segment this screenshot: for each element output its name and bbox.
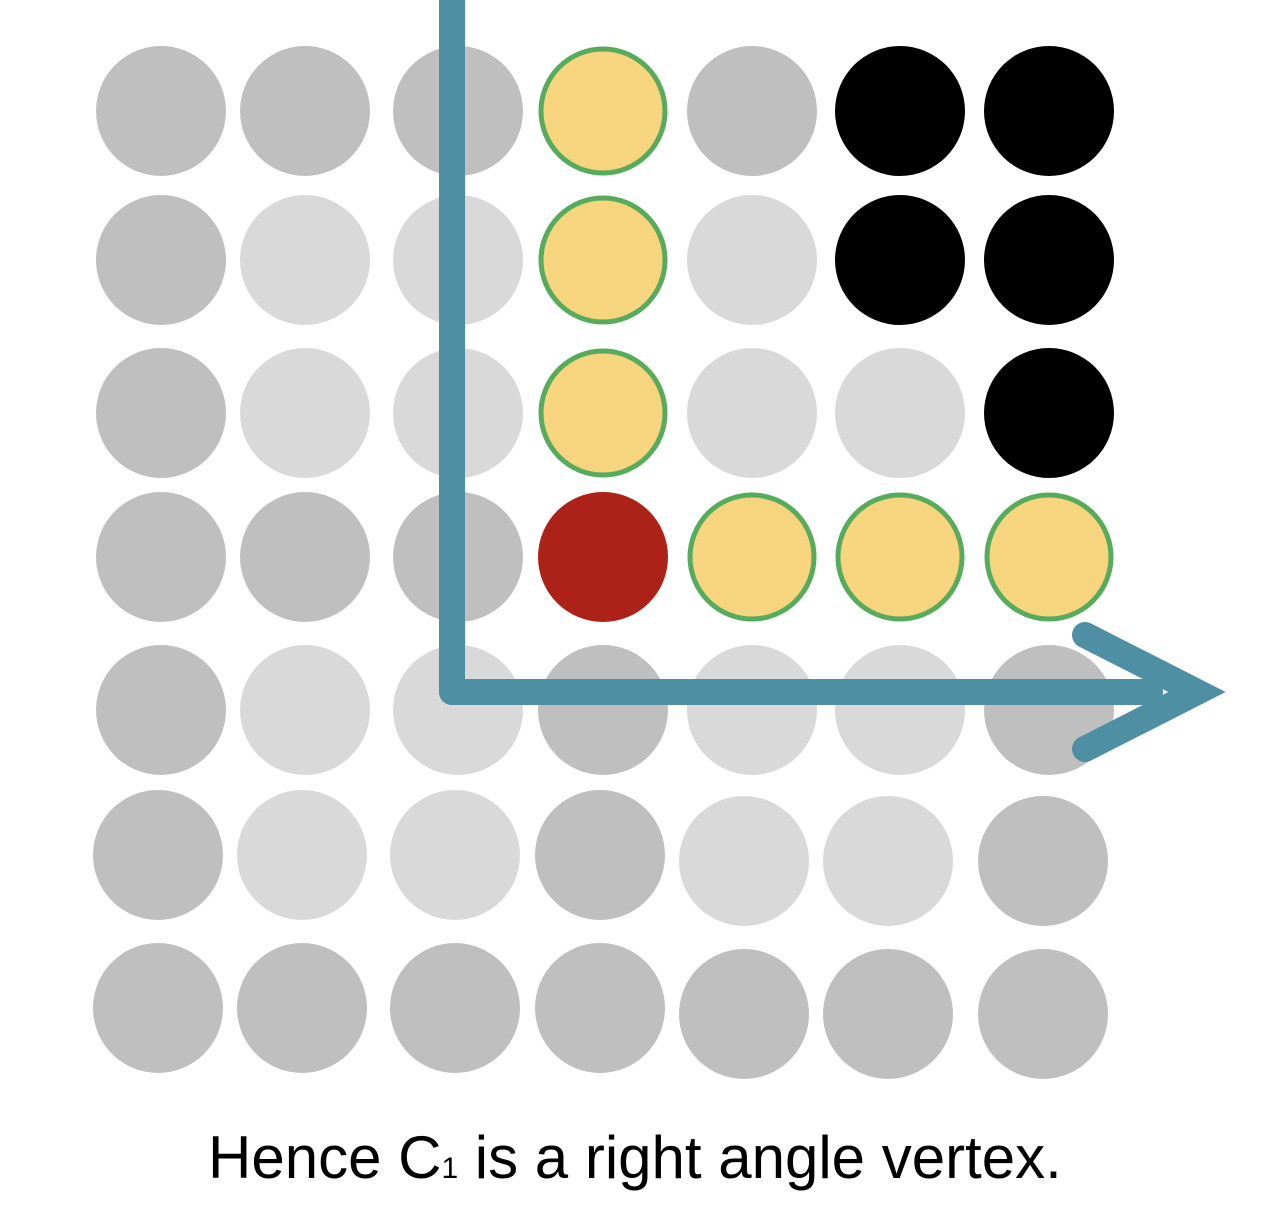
dot-light-grey-r6-c2 [237, 790, 367, 920]
dot-black-r1-c7 [984, 46, 1114, 176]
dot-dark-grey-r7-c1 [93, 943, 223, 1073]
dot-dark-grey-r4-c2 [240, 492, 370, 622]
dot-dark-grey-r5-c4 [538, 645, 668, 775]
dot-light-grey-r6-c6 [823, 796, 953, 926]
dot-yellow-r1-c4 [541, 49, 665, 173]
dot-light-grey-r3-c5 [687, 348, 817, 478]
dot-dark-grey-r4-c1 [96, 492, 226, 622]
dot-dark-grey-r1-c5 [687, 46, 817, 176]
dot-dark-grey-r6-c7 [978, 796, 1108, 926]
dot-light-grey-r5-c6 [835, 645, 965, 775]
dot-yellow-r2-c4 [541, 198, 665, 322]
dot-light-grey-r2-c5 [687, 195, 817, 325]
dot-dark-grey-r1-c2 [240, 46, 370, 176]
caption-suffix: is a right angle vertex. [458, 1124, 1062, 1191]
dot-light-grey-r5-c5 [687, 645, 817, 775]
dot-black-r3-c7 [984, 348, 1114, 478]
dot-dark-grey-r7-c3 [390, 943, 520, 1073]
dot-dark-grey-r7-c6 [823, 949, 953, 1079]
dot-light-grey-r3-c2 [240, 348, 370, 478]
dot-light-grey-r2-c2 [240, 195, 370, 325]
caption-prefix: Hence C [208, 1124, 441, 1191]
dot-light-grey-r6-c5 [679, 796, 809, 926]
dot-black-r1-c6 [835, 46, 965, 176]
dot-grid [93, 46, 1114, 1079]
dot-yellow-r3-c4 [541, 351, 665, 475]
dot-light-grey-r5-c2 [240, 645, 370, 775]
dot-dark-grey-r7-c2 [237, 943, 367, 1073]
dot-yellow-r4-c7 [987, 495, 1111, 619]
dot-light-grey-r3-c6 [835, 348, 965, 478]
dot-black-r2-c6 [835, 195, 965, 325]
dot-red-r4-c4 [538, 492, 668, 622]
dot-light-grey-r6-c3 [390, 790, 520, 920]
dot-dark-grey-r7-c7 [978, 949, 1108, 1079]
dot-yellow-r4-c5 [690, 495, 814, 619]
dot-dark-grey-r7-c4 [535, 943, 665, 1073]
dot-dark-grey-r5-c1 [96, 645, 226, 775]
dot-dark-grey-r6-c4 [535, 790, 665, 920]
dot-yellow-r4-c6 [838, 495, 962, 619]
caption-subscript: 1 [441, 1152, 458, 1185]
dot-dark-grey-r3-c1 [96, 348, 226, 478]
dot-dark-grey-r6-c1 [93, 790, 223, 920]
dot-dark-grey-r1-c1 [96, 46, 226, 176]
dot-black-r2-c7 [984, 195, 1114, 325]
dot-dark-grey-r7-c5 [679, 949, 809, 1079]
caption-text: Hence C1 is a right angle vertex. [208, 1122, 1062, 1205]
dot-dark-grey-r2-c1 [96, 195, 226, 325]
